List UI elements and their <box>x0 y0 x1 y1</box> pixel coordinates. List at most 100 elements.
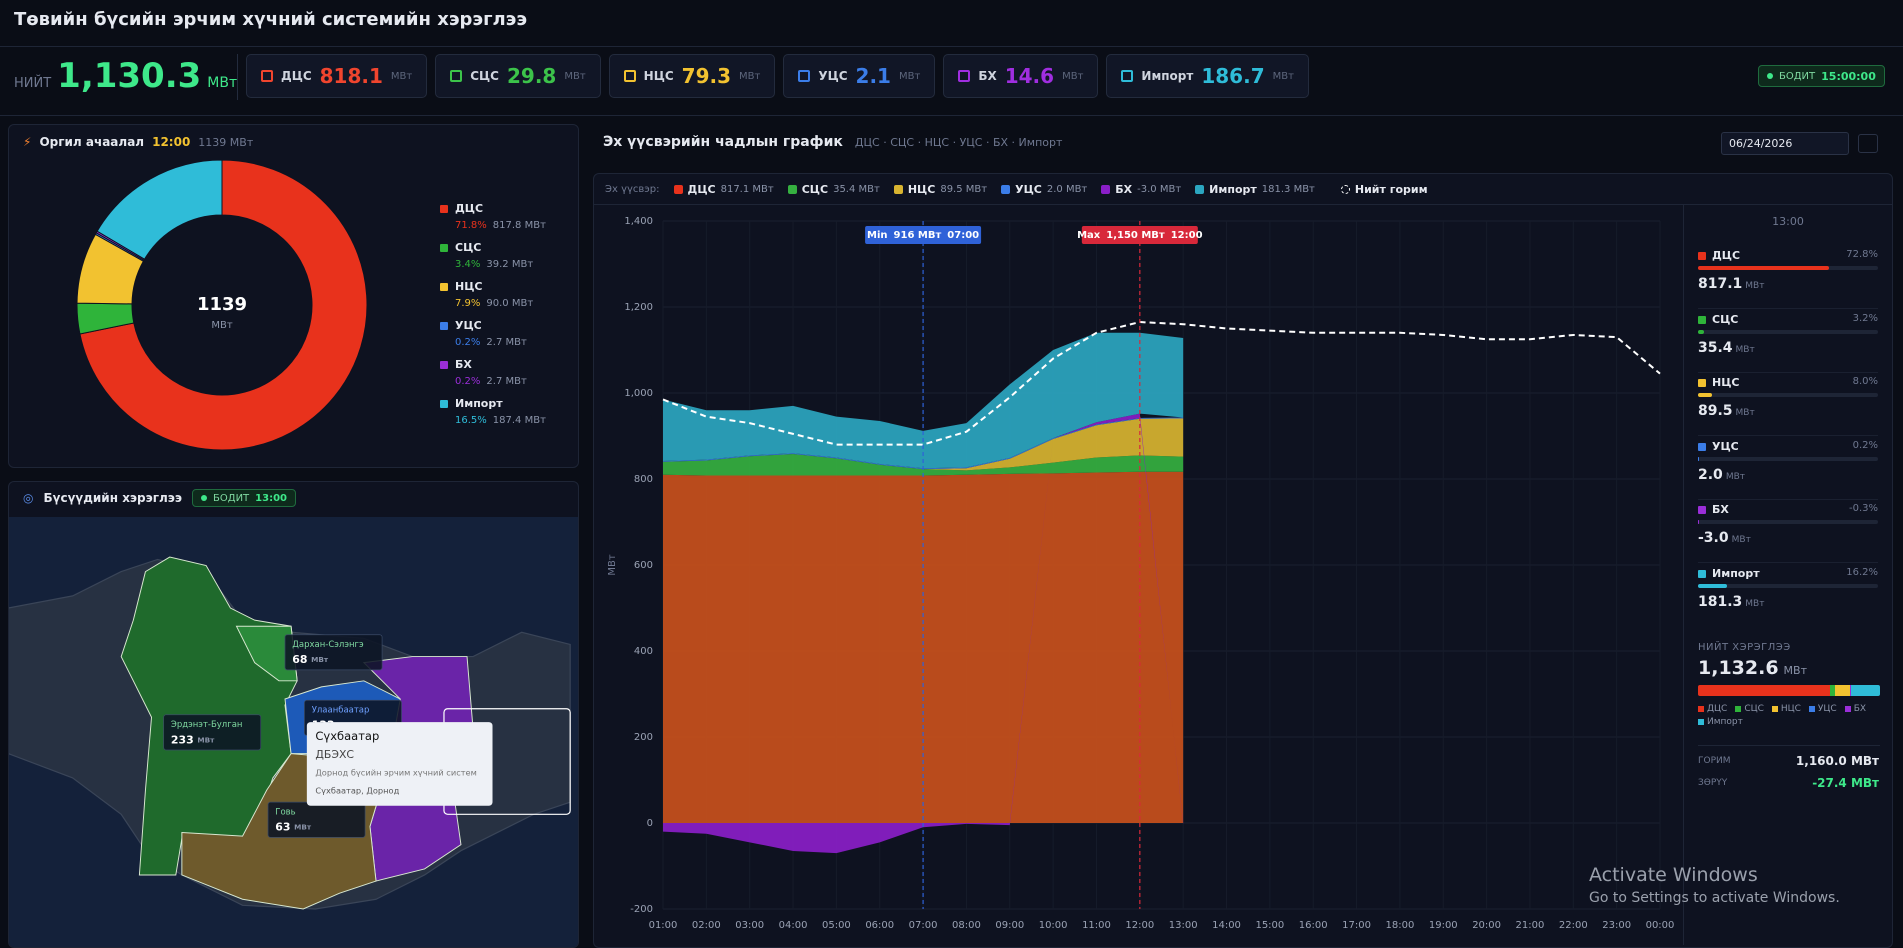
tooltip-description: Дорнод бүсийн эрчим хүчний систем <box>315 768 477 778</box>
x-tick-label: 20:00 <box>1472 920 1501 931</box>
annotation-time: 07:00 <box>947 230 979 241</box>
legend-name: НЦС <box>455 280 482 293</box>
source-card: НЦС 79.3 МВт <box>608 54 776 98</box>
source-name: Импорт <box>1141 69 1194 83</box>
x-tick-label: 07:00 <box>909 920 938 931</box>
divider <box>593 204 1893 205</box>
donut-center-value: 1139 <box>197 294 247 315</box>
total-legend-item: УЦС <box>1808 704 1837 714</box>
total-legend-name: Импорт <box>1707 717 1743 727</box>
breakdown-panel: 13:00 ДЦС 72.8% 817.1 МВт СЦС 3.2% 35.4 МВт НЦС 8… <box>1683 205 1891 945</box>
legend-swatch <box>440 361 448 369</box>
legend-detail: 0.2% 2.7 МВт <box>455 337 527 348</box>
source-value: 14.6 <box>1004 64 1055 88</box>
x-tick-label: 09:00 <box>995 920 1024 931</box>
source-value: 29.8 <box>506 64 557 88</box>
source-value: 2.1 <box>855 64 891 88</box>
donut-slice <box>79 159 368 451</box>
legend-swatch <box>1101 184 1111 194</box>
item-unit: МВт <box>1735 344 1755 355</box>
x-tick-label: 23:00 <box>1602 920 1631 931</box>
legend-percent: 3.4% <box>455 259 480 270</box>
diff-value: -27.4 МВт <box>1812 776 1879 790</box>
item-track <box>1698 456 1878 461</box>
item-track <box>1698 393 1878 397</box>
x-tick-label: 06:00 <box>865 920 894 931</box>
area-chart: 1,400 1,200 1,000 800 600 400 200 0 -200 МВт 01:00… <box>607 216 1675 931</box>
legend-swatch <box>440 400 448 408</box>
source-unit: МВт <box>1272 70 1294 82</box>
breakdown-item: БХ -0.3% -3.0 МВт <box>1698 503 1878 563</box>
item-bar <box>1698 583 1728 588</box>
x-tick-label: 00:00 <box>1646 920 1675 931</box>
legend-name: СЦС <box>801 182 829 196</box>
legend-amount: 39.2 МВт <box>486 259 533 270</box>
y-tick-label: 600 <box>634 560 653 571</box>
annotation-kind: Min <box>867 230 888 241</box>
total-legend-item: БХ <box>1844 704 1866 714</box>
peak-title: Оргил ачаалал <box>39 135 145 149</box>
y-tick-label: 800 <box>634 474 653 485</box>
x-tick-label: 15:00 <box>1255 920 1284 931</box>
region-number: 233 <box>171 733 194 746</box>
source-icon <box>958 70 971 82</box>
total-legend-name: УЦС <box>1817 704 1837 714</box>
view-button[interactable] <box>1858 134 1878 153</box>
source-name: ДЦС <box>281 69 312 83</box>
region-darkhan[interactable] <box>235 625 298 682</box>
region-value: 63 МВт <box>275 821 312 834</box>
source-icon <box>1121 70 1134 82</box>
region-number: 68 <box>292 653 307 666</box>
total-legend-swatch <box>1698 706 1704 712</box>
divider <box>0 115 1903 116</box>
annotation-box <box>865 226 982 244</box>
total-legend-item: Импорт <box>1698 717 1743 727</box>
legend-detail: 7.9% 90.0 МВт <box>455 298 533 309</box>
source-card: БХ 14.6 МВт <box>943 54 1099 98</box>
legend-swatch <box>440 205 448 213</box>
y-tick-label: 1,200 <box>624 302 653 313</box>
legend-detail: 0.2% 2.7 МВт <box>455 376 527 387</box>
item-swatch <box>1698 442 1706 451</box>
status-dot <box>1767 73 1773 79</box>
toggle-label: Нийт горим <box>1354 182 1428 196</box>
date-input[interactable]: 06/24/2026 <box>1721 132 1849 155</box>
y-tick-label: 1,000 <box>624 388 653 399</box>
total-summary: НИЙТ 1,130.3 МВт <box>14 56 237 102</box>
x-tick-label: 11:00 <box>1082 920 1111 931</box>
legend-amount: 817.8 МВт <box>493 220 546 231</box>
tooltip-code: ДБЭХС <box>315 748 354 761</box>
item-track <box>1698 583 1878 588</box>
item-number: 817.1 <box>1698 276 1743 292</box>
item-share: 72.8% <box>1846 249 1878 260</box>
legend-value: 35.4 МВт <box>833 183 880 195</box>
peak-panel: ⚡ Оргил ачаалал 12:00 1139 МВт 1139 МВт … <box>8 124 579 468</box>
plan-toggle[interactable]: Нийт горим <box>1340 182 1428 196</box>
item-name: НЦС <box>1712 376 1740 389</box>
legend-value: 89.5 МВт <box>940 183 988 195</box>
x-tick-label: 21:00 <box>1516 920 1545 931</box>
item-share: 8.0% <box>1852 376 1878 387</box>
x-tick-label: 16:00 <box>1299 920 1328 931</box>
region-value: 68 МВт <box>292 653 329 666</box>
legend-value: 2.0 МВт <box>1046 183 1088 195</box>
source-unit: МВт <box>564 70 586 82</box>
source-name: НЦС <box>643 69 674 83</box>
donut-chart: 1139 МВт ДЦС 71.8% 817.8 МВт СЦС 3.4% 39.2 МВ… <box>76 159 546 451</box>
item-track <box>1698 266 1878 270</box>
total-legend-item: НЦС <box>1771 704 1801 714</box>
item-name: СЦС <box>1712 312 1739 326</box>
item-name: ДЦС <box>1712 249 1741 262</box>
plan-label: ГОРИМ <box>1698 756 1731 766</box>
x-tick-label: 02:00 <box>692 920 721 931</box>
source-value: 79.3 <box>681 64 732 88</box>
breakdown-item: УЦС 0.2% 2.0 МВт <box>1698 440 1878 500</box>
legend-swatch <box>440 322 448 330</box>
source-unit: МВт <box>390 70 413 82</box>
legend-name: НЦС <box>907 182 936 196</box>
total-legend-name: СЦС <box>1744 704 1764 714</box>
plan-value: 1,160.0 МВт <box>1795 754 1879 768</box>
legend-amount: 90.0 МВт <box>486 298 533 309</box>
legend-item: УЦС 2.0 МВт <box>1001 183 1087 196</box>
annotation-value: 1,150 МВт <box>1106 230 1165 241</box>
